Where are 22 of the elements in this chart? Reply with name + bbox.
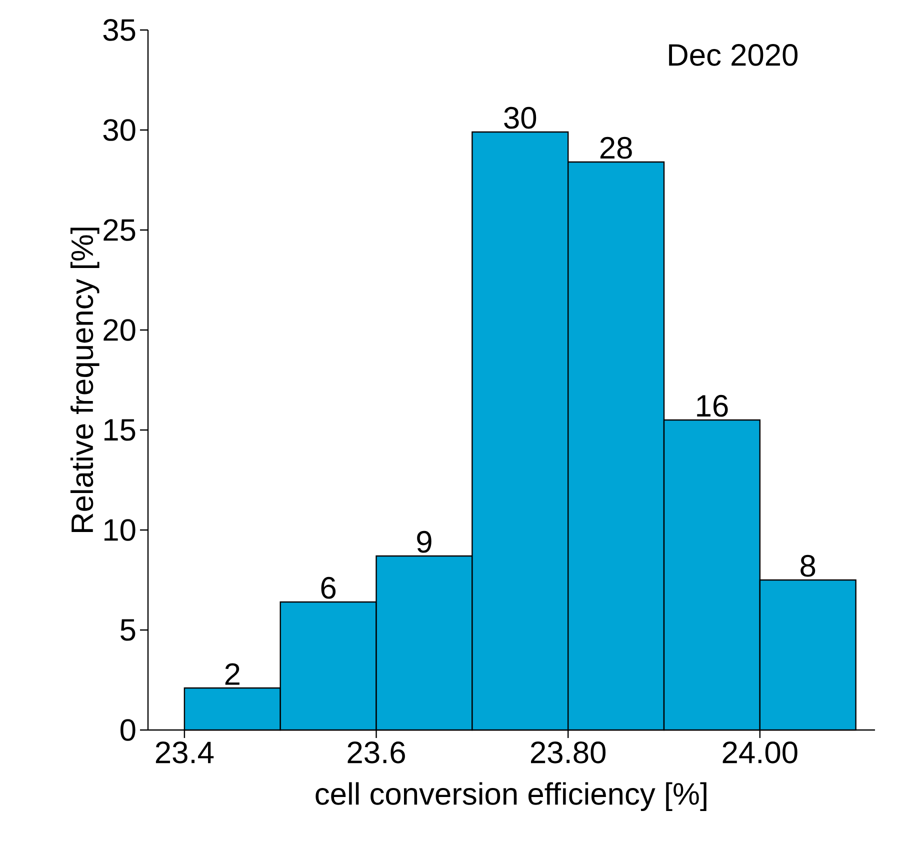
data-label: 6: [321, 576, 336, 599]
y-tick-label: 0: [120, 719, 136, 741]
y-tick-label: 15: [104, 419, 136, 441]
y-tick-label: 10: [104, 519, 136, 541]
x-tick-label: 23.4: [156, 742, 214, 764]
data-label: 28: [600, 136, 632, 159]
y-axis-title: Relative frequency [%]: [70, 228, 100, 532]
x-tick-label: 23.6: [348, 742, 405, 764]
data-label: 2: [225, 663, 240, 685]
y-tick-label: 5: [120, 619, 136, 641]
data-label: 16: [697, 394, 728, 417]
x-axis-title: cell conversion efficiency [%]: [316, 782, 706, 812]
y-tick-label: 35: [103, 19, 136, 41]
data-label: 8: [800, 554, 816, 577]
y-tick-label: 25: [104, 219, 136, 241]
y-tick-label: 30: [103, 119, 136, 141]
x-tick-label: 24.00: [722, 742, 798, 764]
data-label: 30: [504, 106, 536, 129]
annotation: Dec 2020: [669, 44, 798, 66]
x-tick-label: 23.80: [530, 742, 606, 764]
y-tick-label: 20: [104, 319, 136, 341]
data-label: 9: [417, 530, 432, 553]
